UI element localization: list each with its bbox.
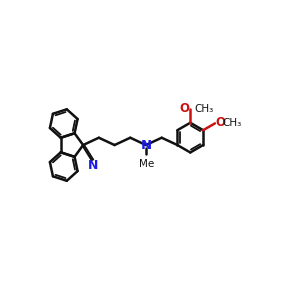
Text: Me: Me — [139, 159, 154, 169]
Text: CH₃: CH₃ — [194, 103, 213, 114]
Text: O: O — [180, 102, 190, 115]
Text: N: N — [88, 159, 98, 172]
Text: O: O — [216, 116, 226, 129]
Text: CH₃: CH₃ — [222, 118, 242, 128]
Text: N: N — [140, 139, 152, 152]
